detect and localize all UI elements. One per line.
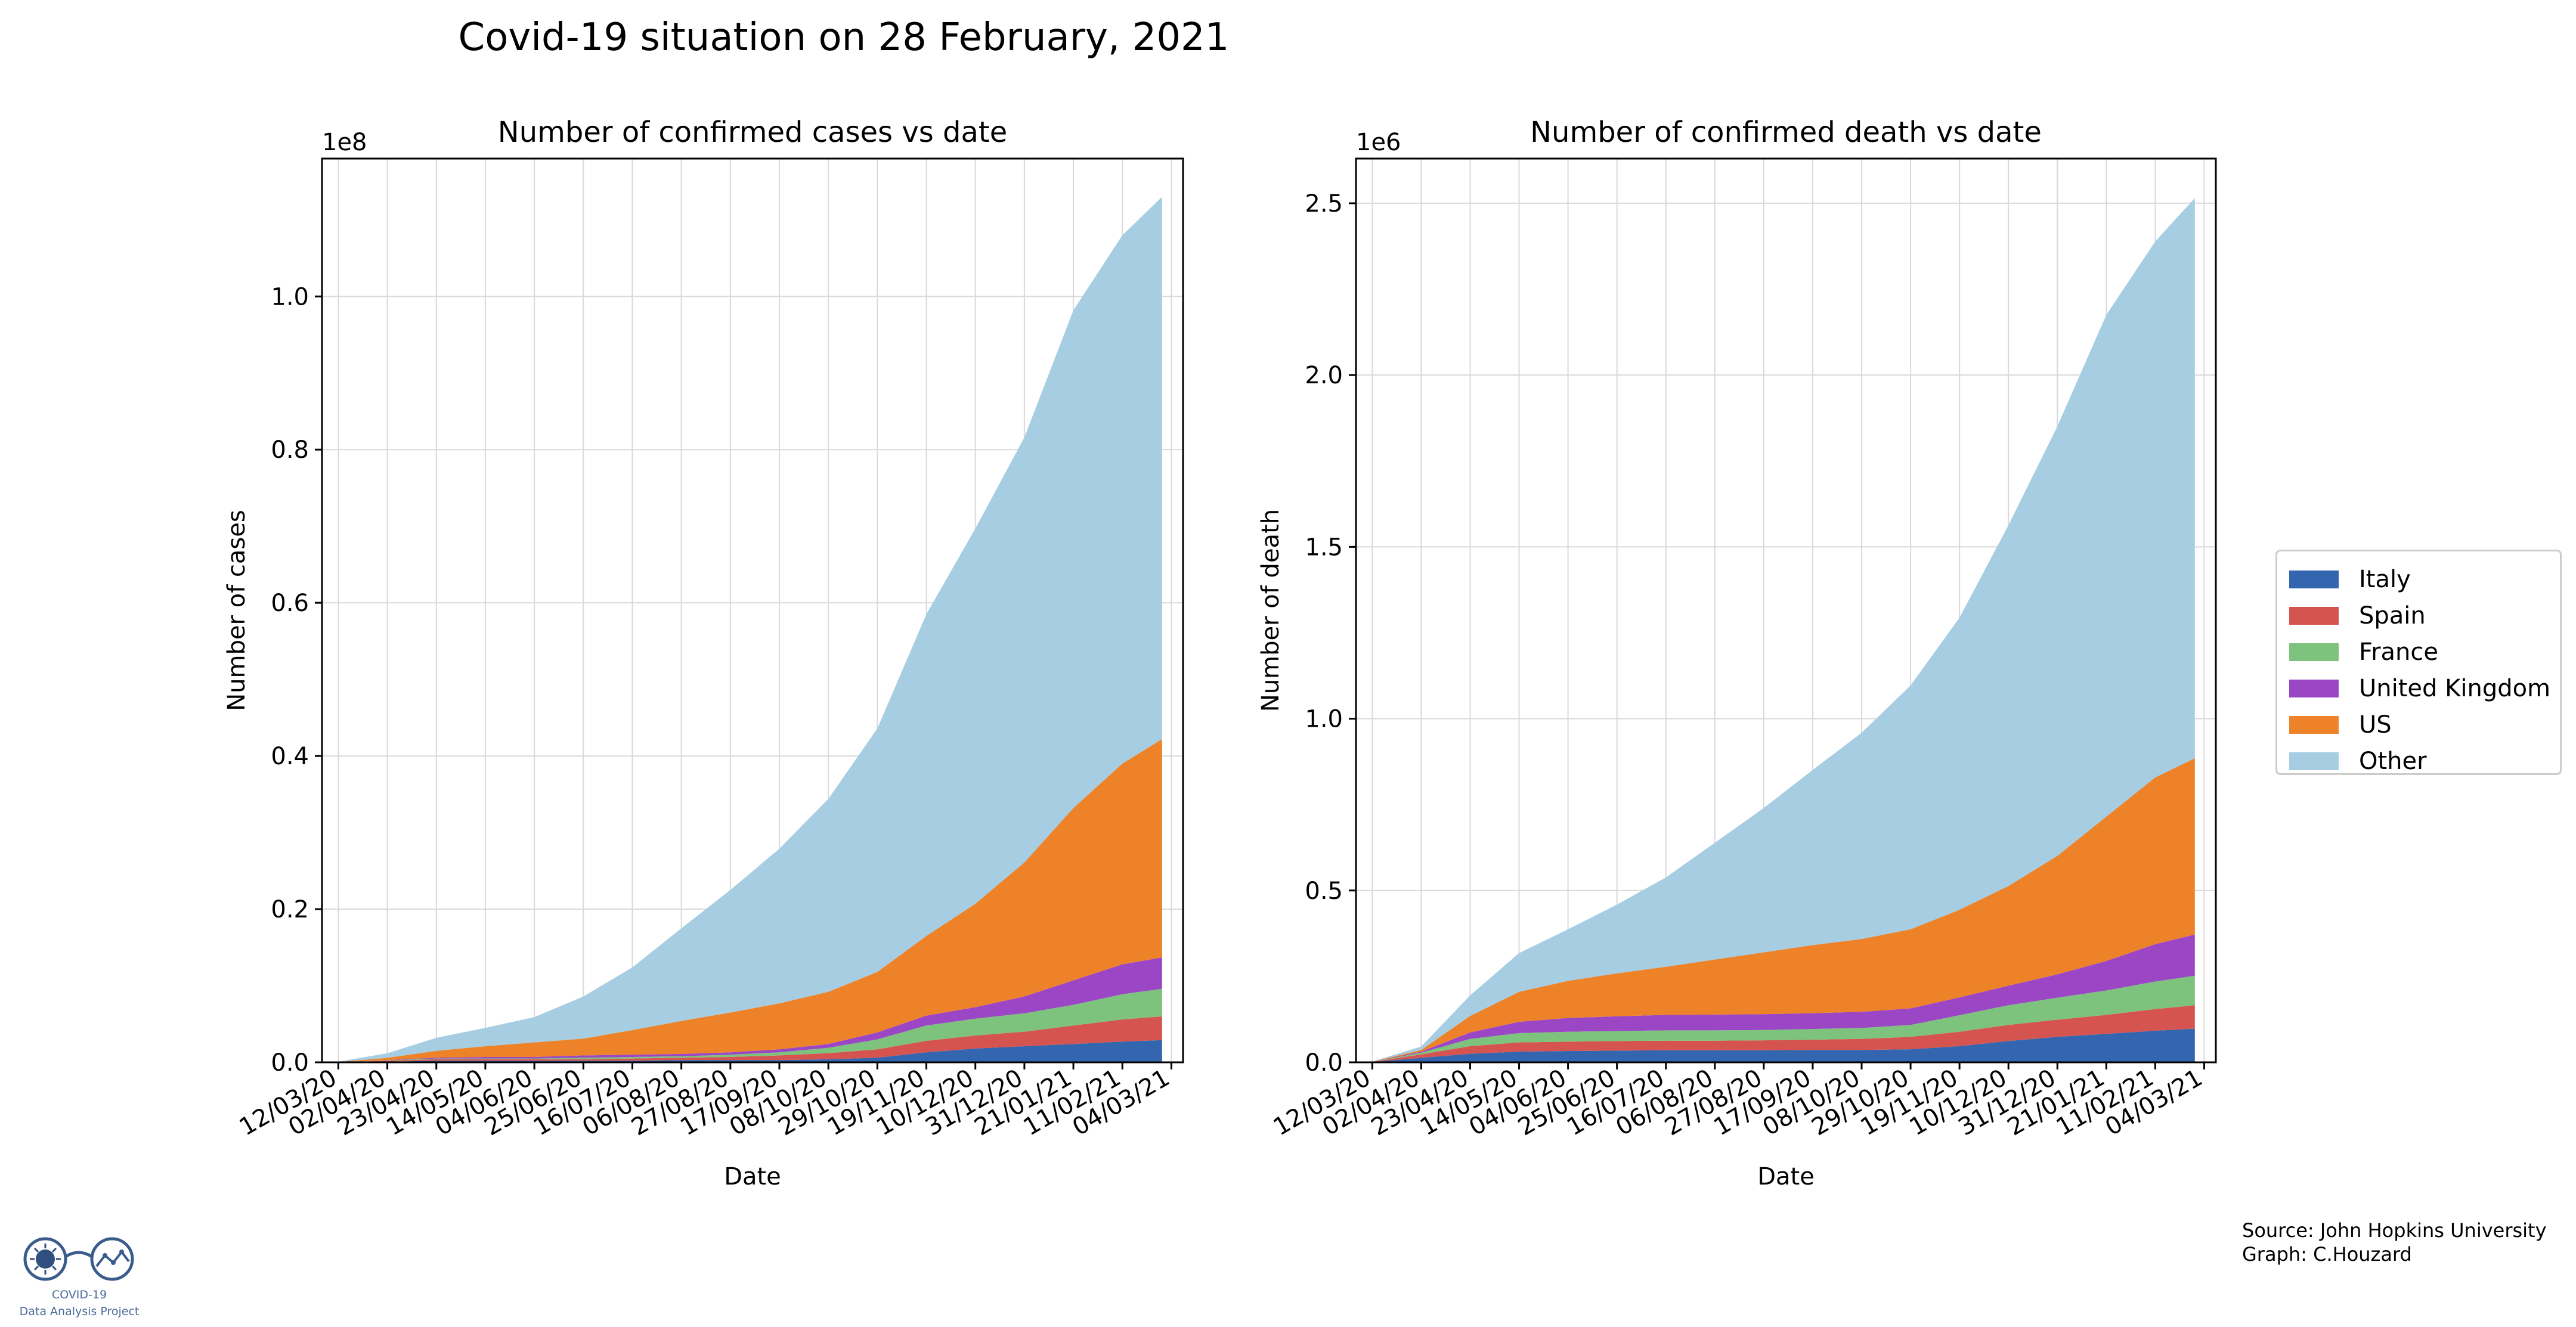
area-france xyxy=(1372,975,2195,1062)
legend: Italy Spain France United Kingdom US Other xyxy=(2275,550,2562,775)
y-axis-label: Number of death xyxy=(1257,509,1284,712)
virus-glasses-icon xyxy=(23,1237,134,1281)
x-axis-label: Date xyxy=(1757,1163,1815,1190)
x-axis-label: Date xyxy=(724,1163,781,1190)
source-line: Source: John Hopkins University xyxy=(2242,1219,2547,1242)
logo-subtitle: Data Analysis Project xyxy=(20,1305,140,1318)
legend-item: Spain xyxy=(2289,597,2560,634)
legend-swatch xyxy=(2289,715,2339,734)
chart-title: Number of confirmed cases vs date xyxy=(498,116,1007,149)
y-tick-label: 0.2 xyxy=(271,896,309,923)
y-tick-label: 0.4 xyxy=(271,743,309,770)
legend-label: Spain xyxy=(2359,602,2426,630)
legend-item: US xyxy=(2289,706,2560,743)
legend-swatch xyxy=(2289,570,2339,588)
y-tick-label: 0.0 xyxy=(1305,1049,1343,1077)
axes-frame xyxy=(321,157,1184,1064)
legend-swatch xyxy=(2289,752,2339,770)
area-other xyxy=(338,197,1162,1062)
chart-title: Number of confirmed death vs date xyxy=(1530,116,2042,149)
legend-item: France xyxy=(2289,634,2560,670)
chart-panel-1: 0.00.20.40.60.81.012/03/2002/04/2023/04/… xyxy=(223,116,1184,1190)
area-us xyxy=(338,739,1162,1062)
area-italy xyxy=(338,1040,1162,1062)
y-tick-label: 0.8 xyxy=(271,436,309,464)
graph-credit-line: Graph: C.Houzard xyxy=(2242,1243,2412,1266)
area-spain xyxy=(1372,1005,2195,1062)
legend-item: Other xyxy=(2289,743,2560,779)
chart-panel-2: 0.00.51.01.52.02.512/03/2002/04/2023/04/… xyxy=(1257,116,2217,1190)
y-tick-label: 1.0 xyxy=(271,283,309,311)
legend-item: United Kingdom xyxy=(2289,670,2560,706)
legend-label: Other xyxy=(2359,747,2427,775)
y-tick-label: 0.0 xyxy=(271,1049,309,1077)
legend-item: Italy xyxy=(2289,561,2560,597)
legend-swatch xyxy=(2289,679,2339,697)
y-tick-label: 0.6 xyxy=(271,590,309,617)
legend-label: Italy xyxy=(2359,565,2411,593)
legend-label: France xyxy=(2359,638,2439,666)
y-tick-label: 1.0 xyxy=(1305,706,1343,733)
y-tick-label: 2.5 xyxy=(1305,190,1343,218)
logo-title: COVID-19 xyxy=(52,1288,107,1301)
area-spain xyxy=(338,1016,1162,1062)
axis-offset-label: 1e8 xyxy=(322,129,367,156)
area-italy xyxy=(1372,1028,2195,1062)
figure-title: Covid-19 situation on 28 February, 2021 xyxy=(458,15,1230,60)
legend-label: US xyxy=(2359,711,2392,739)
y-tick-label: 2.0 xyxy=(1305,362,1343,389)
legend-swatch xyxy=(2289,643,2339,661)
axis-offset-label: 1e6 xyxy=(1356,129,1401,156)
y-tick-label: 0.5 xyxy=(1305,878,1343,905)
legend-label: United Kingdom xyxy=(2359,674,2551,702)
legend-swatch xyxy=(2289,606,2339,625)
axes-frame xyxy=(1355,157,2217,1064)
area-us xyxy=(1372,758,2195,1062)
area-france xyxy=(338,988,1162,1062)
source-note: Source: John Hopkins University Graph: C… xyxy=(2242,1219,2547,1266)
y-axis-label: Number of cases xyxy=(223,510,250,711)
area-other xyxy=(1372,198,2195,1062)
project-logo: COVID-19 Data Analysis Project xyxy=(20,1237,140,1318)
area-united-kingdom xyxy=(338,957,1162,1062)
area-united-kingdom xyxy=(1372,934,2195,1062)
y-tick-label: 1.5 xyxy=(1305,534,1343,561)
